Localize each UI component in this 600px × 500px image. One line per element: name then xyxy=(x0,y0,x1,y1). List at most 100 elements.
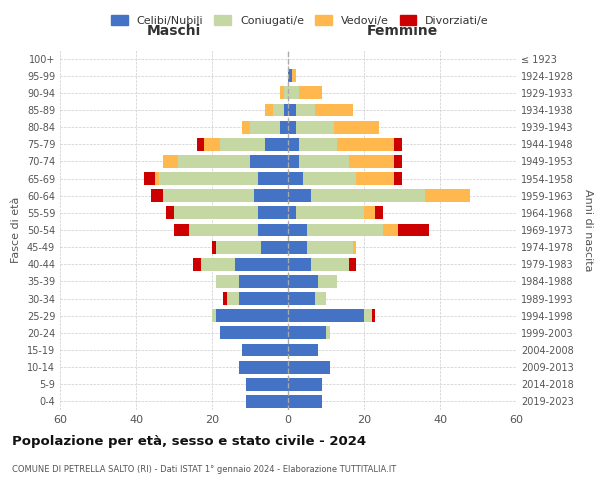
Bar xyxy=(223,292,227,305)
Bar xyxy=(353,240,356,254)
Bar xyxy=(288,326,326,340)
Bar xyxy=(265,138,288,150)
Bar xyxy=(246,395,288,408)
Bar xyxy=(257,172,288,185)
Bar xyxy=(235,258,288,270)
Bar xyxy=(296,104,314,117)
Bar xyxy=(155,172,159,185)
Bar xyxy=(299,155,349,168)
Bar xyxy=(197,138,205,150)
Y-axis label: Fasce di età: Fasce di età xyxy=(11,197,21,263)
Bar xyxy=(288,120,296,134)
Bar xyxy=(425,190,470,202)
Legend: Celibi/Nubili, Coniugati/e, Vedovi/e, Divorziati/e: Celibi/Nubili, Coniugati/e, Vedovi/e, Di… xyxy=(107,10,493,30)
Bar xyxy=(212,310,216,322)
Bar xyxy=(254,190,288,202)
Bar xyxy=(262,240,288,254)
Bar xyxy=(394,155,402,168)
Bar xyxy=(288,86,299,100)
Bar xyxy=(288,155,299,168)
Bar xyxy=(296,120,334,134)
Bar xyxy=(216,310,288,322)
Bar xyxy=(242,120,250,134)
Bar xyxy=(212,240,216,254)
Bar xyxy=(193,258,200,270)
Bar xyxy=(151,190,163,202)
Bar xyxy=(288,190,311,202)
Bar xyxy=(288,360,330,374)
Bar xyxy=(166,206,174,220)
Bar xyxy=(319,275,337,288)
Bar xyxy=(216,275,239,288)
Bar xyxy=(311,190,425,202)
Bar xyxy=(174,206,257,220)
Bar xyxy=(288,224,307,236)
Text: Femmine: Femmine xyxy=(367,24,437,38)
Bar xyxy=(356,172,394,185)
Y-axis label: Anni di nascita: Anni di nascita xyxy=(583,188,593,271)
Bar xyxy=(280,86,284,100)
Bar xyxy=(349,258,356,270)
Bar xyxy=(314,104,353,117)
Bar xyxy=(163,155,178,168)
Bar xyxy=(314,292,326,305)
Bar xyxy=(227,292,239,305)
Bar xyxy=(284,86,288,100)
Bar xyxy=(250,155,288,168)
Bar xyxy=(398,224,428,236)
Bar xyxy=(280,120,288,134)
Bar xyxy=(383,224,398,236)
Bar xyxy=(326,326,330,340)
Bar xyxy=(296,206,364,220)
Bar xyxy=(257,206,288,220)
Bar xyxy=(220,138,265,150)
Bar xyxy=(288,104,296,117)
Bar xyxy=(273,104,284,117)
Bar xyxy=(159,172,257,185)
Bar xyxy=(250,120,280,134)
Bar xyxy=(205,138,220,150)
Bar xyxy=(257,224,288,236)
Bar xyxy=(216,240,262,254)
Bar xyxy=(371,310,376,322)
Bar xyxy=(284,104,288,117)
Text: Popolazione per età, sesso e stato civile - 2024: Popolazione per età, sesso e stato civil… xyxy=(12,435,366,448)
Bar xyxy=(200,258,235,270)
Bar xyxy=(288,240,307,254)
Text: COMUNE DI PETRELLA SALTO (RI) - Dati ISTAT 1° gennaio 2024 - Elaborazione TUTTIT: COMUNE DI PETRELLA SALTO (RI) - Dati IST… xyxy=(12,465,396,474)
Bar xyxy=(174,224,189,236)
Bar xyxy=(265,104,273,117)
Text: Maschi: Maschi xyxy=(147,24,201,38)
Bar xyxy=(220,326,288,340)
Bar xyxy=(189,224,257,236)
Bar xyxy=(288,395,322,408)
Bar xyxy=(334,120,379,134)
Bar xyxy=(178,155,250,168)
Bar xyxy=(288,172,303,185)
Bar xyxy=(364,206,376,220)
Bar xyxy=(288,344,319,356)
Bar xyxy=(292,70,296,82)
Bar xyxy=(288,292,314,305)
Bar xyxy=(288,310,364,322)
Bar xyxy=(337,138,394,150)
Bar xyxy=(307,240,353,254)
Bar xyxy=(311,258,349,270)
Bar xyxy=(246,378,288,390)
Bar xyxy=(242,344,288,356)
Bar xyxy=(239,275,288,288)
Bar xyxy=(143,172,155,185)
Bar xyxy=(364,310,371,322)
Bar xyxy=(288,70,292,82)
Bar xyxy=(376,206,383,220)
Bar xyxy=(349,155,394,168)
Bar xyxy=(299,86,322,100)
Bar xyxy=(288,378,322,390)
Bar xyxy=(303,172,356,185)
Bar xyxy=(239,360,288,374)
Bar xyxy=(394,172,402,185)
Bar xyxy=(288,258,311,270)
Bar xyxy=(288,275,319,288)
Bar xyxy=(239,292,288,305)
Bar xyxy=(163,190,254,202)
